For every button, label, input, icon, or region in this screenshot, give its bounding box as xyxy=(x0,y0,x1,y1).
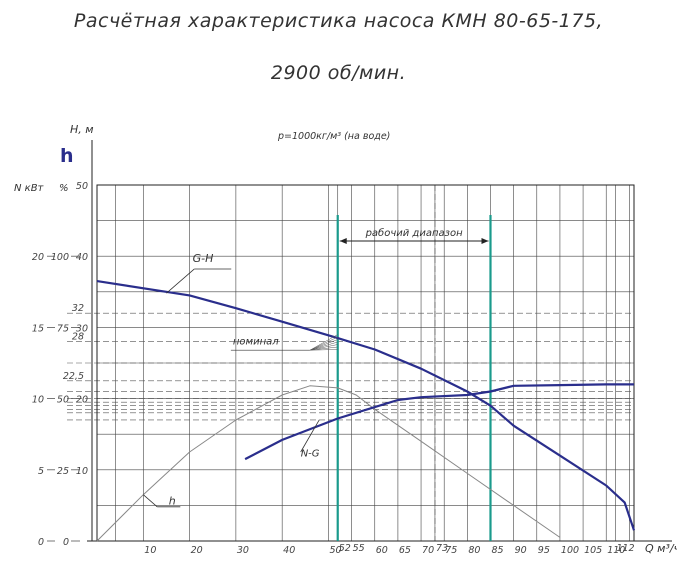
x-tick-label: 50 xyxy=(329,545,341,556)
efficiency-axis-symbol: h xyxy=(60,145,74,167)
power-tick-label: 20 xyxy=(32,252,44,263)
curve-h xyxy=(96,385,561,542)
x-tick-label: 40 xyxy=(283,545,295,556)
x-tick-label: 112 xyxy=(616,543,634,554)
x-tick-label: 55 xyxy=(353,543,365,554)
grid xyxy=(67,184,634,542)
x-tick-label: 75 xyxy=(445,545,457,556)
head-tick-label: 20 xyxy=(76,395,88,406)
nominal-hatch xyxy=(309,339,338,351)
leader-line xyxy=(143,494,158,508)
head-tick-label: 50 xyxy=(76,181,88,192)
power-tick-label: 10 xyxy=(32,395,44,406)
head-tick-label: 10 xyxy=(76,466,88,477)
x-tick-label: 65 xyxy=(399,545,411,556)
chart-title: Расчётная характеристика насоса КМН 80-6… xyxy=(73,10,604,32)
power-axis-label: N кВт xyxy=(14,183,45,194)
eff-tick-label: 50 xyxy=(57,395,69,406)
x-tick-label: 100 xyxy=(561,545,579,556)
curves xyxy=(96,280,636,542)
curve-label-h: h xyxy=(169,495,176,508)
power-tick-label: 0 xyxy=(38,537,44,548)
eff-tick-label: 25 xyxy=(57,466,69,477)
operating-range: рабочий диапазон xyxy=(336,215,492,541)
conditions-label: p=1000кг/м³ (на воде) xyxy=(277,131,390,142)
x-tick-label: 95 xyxy=(538,545,550,556)
x-tick-label: 52 xyxy=(339,543,351,554)
x-tick-label: 105 xyxy=(584,545,602,556)
x-tick-label: 70 xyxy=(422,545,434,556)
nominal-hatch xyxy=(309,341,338,351)
x-tick-label: 10 xyxy=(144,545,156,556)
power-tick-label: 15 xyxy=(32,323,44,334)
head-tick-label: 40 xyxy=(76,252,88,263)
range-arrow-head-right xyxy=(481,238,489,244)
efficiency-axis-unit: % xyxy=(59,183,69,194)
curve-label-gh: G-H xyxy=(193,252,214,265)
leader-line xyxy=(166,268,195,294)
power-tick-label: 5 xyxy=(38,466,44,477)
range-arrow-head-left xyxy=(339,238,347,244)
curve-label-ng: N-G xyxy=(301,448,320,459)
x-tick-label: 90 xyxy=(515,545,527,556)
eff-tick-label: 100 xyxy=(51,252,69,263)
nominal-hatch xyxy=(309,344,338,351)
operating-range-label: рабочий диапазон xyxy=(365,227,463,239)
nominal-hatch xyxy=(309,346,338,351)
nominal-hatch xyxy=(309,334,338,351)
x-tick-label: 30 xyxy=(237,545,249,556)
head-mark-label: 32 xyxy=(72,303,84,314)
axes xyxy=(87,140,672,542)
x-tick-label: 110 xyxy=(607,545,625,556)
x-tick-label: 85 xyxy=(491,545,503,556)
head-mark-label: 28 xyxy=(72,332,84,343)
x-tick-label: 60 xyxy=(376,545,388,556)
head-axis-label: H, м xyxy=(70,123,94,136)
x-tick-label: 80 xyxy=(468,545,480,556)
nominal-hatch xyxy=(309,336,338,351)
leader-line xyxy=(300,419,320,453)
curve-n-g xyxy=(244,383,634,461)
curve-label-nominal: номинал xyxy=(233,336,279,347)
x-tick-label: 20 xyxy=(191,545,203,556)
x-axis-label: Q м³/ч xyxy=(645,542,677,555)
chart-subtitle: 2900 об/мин. xyxy=(270,62,407,84)
eff-tick-label: 75 xyxy=(57,323,69,334)
eff-tick-label: 0 xyxy=(63,537,69,548)
head-tick-label: 30 xyxy=(76,323,88,334)
curve-g-h xyxy=(96,280,636,531)
head-mark-label: 22,5 xyxy=(63,371,84,382)
x-tick-label: 73 xyxy=(436,543,448,554)
nominal-hatch xyxy=(309,349,338,351)
